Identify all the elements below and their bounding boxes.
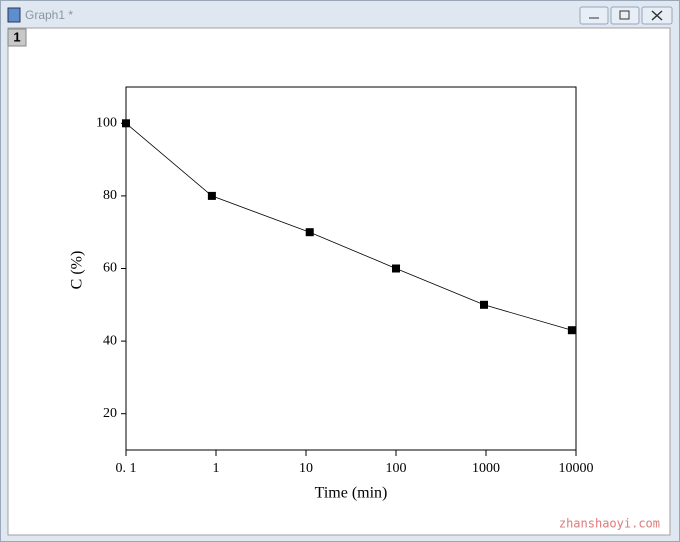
- minimize-button[interactable]: [579, 6, 609, 25]
- window-buttons[interactable]: [579, 6, 673, 25]
- y-tick-label: 20: [103, 406, 117, 421]
- x-tick-label: 1000: [472, 461, 500, 476]
- close-icon: [651, 10, 663, 21]
- y-axis-label: C (%): [69, 251, 86, 290]
- y-tick-label: 60: [103, 261, 117, 276]
- data-point: [567, 326, 576, 335]
- data-point: [305, 228, 314, 237]
- x-tick-label: 0. 1: [116, 461, 137, 476]
- x-axis-label: Time (min): [315, 485, 388, 502]
- restore-button[interactable]: [610, 6, 640, 25]
- layer-label: 1: [13, 29, 20, 44]
- data-point: [207, 191, 216, 200]
- window-title: Graph1 *: [25, 8, 73, 22]
- data-point: [479, 300, 488, 309]
- data-point: [122, 119, 130, 128]
- y-tick-label: 80: [103, 188, 117, 203]
- y-tick-label: 40: [103, 333, 117, 348]
- x-tick-label: 100: [386, 461, 407, 476]
- restore-icon: [619, 10, 630, 20]
- graph-page: [7, 27, 671, 536]
- window-icon: [7, 7, 21, 23]
- x-tick-label: 10000: [559, 461, 594, 476]
- y-tick-label: 100: [96, 116, 117, 131]
- layer-tab[interactable]: [7, 28, 27, 47]
- data-point: [392, 264, 400, 273]
- watermark: zhanshaoyi.com: [559, 517, 660, 531]
- x-tick-label: 10: [299, 461, 313, 476]
- series-line: [125, 122, 572, 331]
- x-tick-label: 1: [213, 461, 220, 476]
